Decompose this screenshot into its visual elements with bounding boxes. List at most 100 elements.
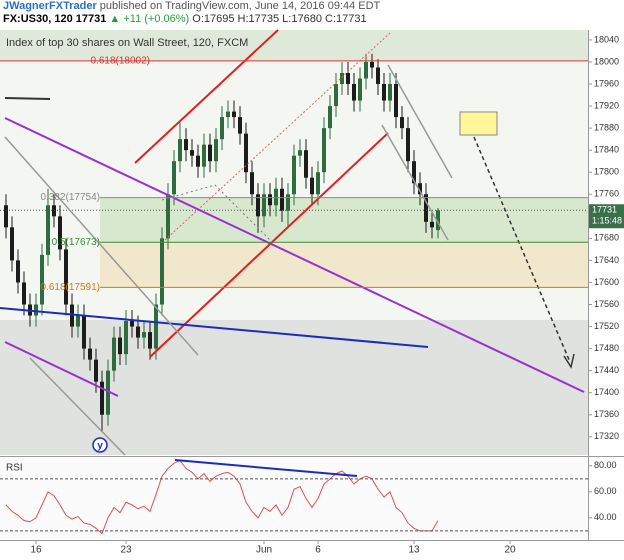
wave-path bbox=[161, 184, 271, 241]
candle-body bbox=[208, 144, 212, 162]
candle-body bbox=[286, 194, 290, 211]
y-tick-label: 18040 bbox=[594, 34, 619, 44]
candle-body bbox=[232, 111, 236, 118]
y-tick-label: 17840 bbox=[594, 145, 619, 155]
candle-body bbox=[136, 326, 140, 338]
y-tick-label: 17520 bbox=[594, 321, 619, 331]
candle-body bbox=[328, 106, 332, 129]
channel-line bbox=[29, 357, 126, 456]
author[interactable]: JWagnerFXTrader bbox=[3, 0, 97, 12]
candle-body bbox=[178, 139, 182, 162]
y-tick-label: 17400 bbox=[594, 387, 619, 397]
candle-body bbox=[346, 72, 350, 85]
candle-body bbox=[376, 67, 380, 85]
candle-body bbox=[436, 210, 440, 231]
chart: y Index of top 30 shares on Wall Street,… bbox=[0, 29, 624, 556]
fib-label: 0.382(17754) bbox=[41, 192, 101, 203]
header-line: FX:US30, 120 17731 ▲ +11 (+0.06%) O:1769… bbox=[3, 13, 624, 26]
candle-body bbox=[106, 370, 110, 415]
candle-body bbox=[352, 84, 356, 101]
y-tick-label: 17960 bbox=[594, 78, 619, 88]
candle-body bbox=[88, 348, 92, 360]
published: published on TradingView.com, June 14, 2… bbox=[99, 0, 381, 12]
fib-label: 0.618(18002) bbox=[91, 56, 151, 67]
channel-line bbox=[381, 124, 449, 241]
candle-body bbox=[190, 150, 194, 156]
zone bbox=[0, 30, 588, 61]
candle-body bbox=[310, 177, 314, 195]
trendline bbox=[0, 307, 429, 348]
drawings bbox=[0, 29, 585, 477]
y-tick-label: 17480 bbox=[594, 343, 619, 353]
fib-label: 0.5(17673) bbox=[52, 237, 100, 248]
candle-body bbox=[262, 194, 266, 217]
chart-title: Index of top 30 shares on Wall Street, 1… bbox=[6, 37, 248, 49]
candle-body bbox=[4, 205, 8, 228]
symbol: FX:US30, 120 bbox=[3, 13, 73, 25]
candle-body bbox=[268, 194, 272, 206]
candle-body bbox=[280, 188, 284, 211]
candle-body bbox=[220, 117, 224, 140]
change: ▲ +11 (+0.06%) bbox=[109, 13, 190, 25]
y-tick-label: 17760 bbox=[594, 189, 619, 199]
candle-body bbox=[382, 84, 386, 101]
candle-body bbox=[34, 304, 38, 316]
channel-line bbox=[387, 64, 453, 179]
projection-arrow bbox=[473, 136, 571, 363]
candle-body bbox=[304, 150, 308, 178]
candle-body bbox=[118, 337, 122, 355]
candle-body bbox=[418, 183, 422, 195]
candle-body bbox=[316, 172, 320, 195]
y-tick-label: 80.00 bbox=[594, 460, 617, 470]
x-tick-label: 20 bbox=[504, 545, 516, 556]
candle-body bbox=[76, 315, 80, 327]
trendline bbox=[174, 459, 358, 477]
y-tick-label: 17360 bbox=[594, 409, 619, 419]
trendline bbox=[134, 29, 279, 164]
rsi-title: RSI bbox=[6, 463, 23, 474]
candle-body bbox=[184, 139, 188, 151]
fib-label: 0.618(17591) bbox=[41, 282, 101, 293]
y-tick-label: 17320 bbox=[594, 431, 619, 441]
candle-body bbox=[250, 172, 254, 195]
zone bbox=[100, 198, 588, 242]
candle-body bbox=[322, 128, 326, 173]
candle-body bbox=[16, 260, 20, 283]
wave-label: y bbox=[97, 441, 103, 452]
candle-body bbox=[412, 161, 416, 184]
candle-body bbox=[196, 155, 200, 167]
candle-body bbox=[334, 84, 338, 107]
candle-body bbox=[424, 194, 428, 222]
candle-body bbox=[340, 72, 344, 85]
candle-body bbox=[202, 144, 206, 167]
trendline bbox=[149, 132, 389, 358]
candle-body bbox=[148, 332, 152, 349]
y-tick-label: 18000 bbox=[594, 56, 619, 66]
y-tick-label: 60.00 bbox=[594, 486, 617, 496]
candle-body bbox=[112, 337, 116, 371]
x-tick-label: 16 bbox=[30, 545, 42, 556]
header: JWagnerFXTrader published on TradingView… bbox=[0, 0, 624, 28]
y-tick-label: 40.00 bbox=[594, 512, 617, 522]
candle-body bbox=[400, 117, 404, 129]
candle-body bbox=[130, 321, 134, 327]
rsi-line bbox=[5, 459, 439, 535]
x-tick-label: Jun bbox=[256, 545, 272, 556]
candle-body bbox=[274, 188, 278, 206]
candle-body bbox=[244, 133, 248, 173]
candle-body bbox=[364, 61, 368, 79]
trendline bbox=[164, 32, 391, 241]
candle-body bbox=[82, 315, 86, 349]
wave-circle bbox=[92, 437, 108, 453]
candle-body bbox=[370, 61, 374, 68]
candle-body bbox=[394, 84, 398, 118]
y-tick-label: 17600 bbox=[594, 277, 619, 287]
y-tick-label: 17880 bbox=[594, 122, 619, 132]
candle-body bbox=[58, 216, 62, 250]
last-price: 17731 bbox=[592, 205, 617, 215]
rsi-background bbox=[0, 458, 588, 540]
trendline bbox=[4, 97, 51, 100]
candle-body bbox=[52, 205, 56, 217]
channel-line bbox=[4, 136, 199, 356]
